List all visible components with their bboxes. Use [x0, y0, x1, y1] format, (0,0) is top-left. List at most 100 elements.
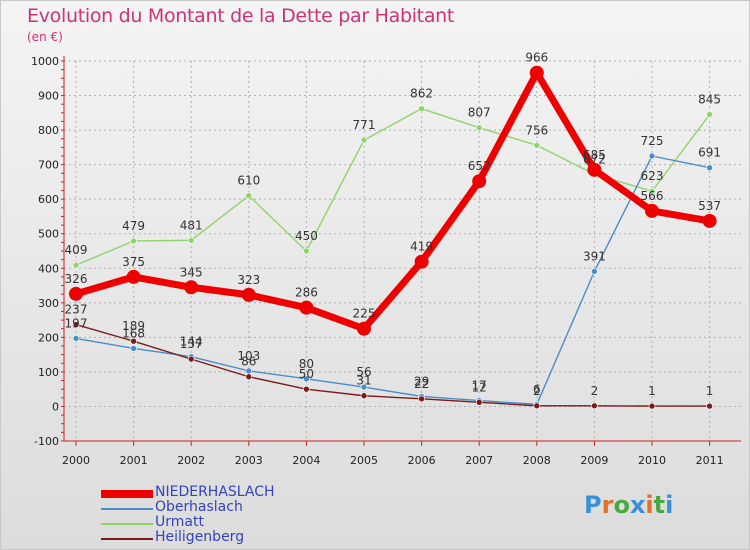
- x-tick-label: 2007: [465, 454, 493, 467]
- x-tick-label: 2006: [408, 454, 436, 467]
- data-label: 144: [180, 335, 203, 349]
- axes: -100 0 100 200 300 400 500 600 700 800 900 1000 2000…: [31, 55, 741, 467]
- y-tick-label: 0: [52, 400, 59, 413]
- logo-letter: P: [584, 491, 602, 519]
- data-labels: 3263753453232862254196529666855665371971…: [65, 51, 722, 398]
- series-line-niederhaslach: [75, 69, 711, 333]
- data-label: 237: [65, 303, 88, 317]
- data-label: 2: [533, 384, 541, 398]
- data-label: 1: [648, 384, 656, 398]
- data-point: [648, 152, 656, 160]
- legend-label: Urmatt: [155, 514, 204, 530]
- logo-letter: r: [601, 491, 614, 519]
- legend-label: Heiligenberg: [155, 529, 245, 545]
- series-lines: [69, 65, 717, 410]
- data-label: 323: [237, 273, 260, 287]
- y-tick-label: 800: [38, 124, 59, 137]
- data-point: [472, 174, 487, 189]
- data-point: [187, 355, 195, 363]
- data-label: 409: [65, 243, 88, 257]
- data-label: 771: [353, 118, 376, 132]
- grid-lines: [64, 60, 741, 442]
- x-tick-label: 2011: [696, 454, 724, 467]
- data-point: [648, 187, 656, 195]
- data-point: [414, 254, 429, 269]
- data-label: 189: [122, 319, 145, 333]
- y-tick-label: 400: [38, 262, 59, 275]
- y-tick-label: 600: [38, 193, 59, 206]
- data-label: 966: [525, 51, 548, 65]
- data-point: [702, 213, 717, 228]
- data-label: 56: [356, 365, 371, 379]
- data-label: 12: [472, 380, 487, 394]
- data-point: [303, 247, 310, 255]
- data-label: 225: [353, 307, 376, 321]
- data-label: 725: [641, 134, 664, 148]
- data-label: 50: [299, 367, 314, 381]
- data-point: [241, 287, 256, 302]
- data-point: [245, 192, 253, 200]
- data-point: [475, 399, 483, 406]
- proxiti-logo: Proxiti: [584, 491, 673, 519]
- logo-letter: x: [629, 491, 646, 519]
- y-tick-label: 1000: [31, 55, 59, 68]
- data-point: [533, 402, 541, 410]
- data-point: [69, 286, 83, 301]
- data-point: [645, 203, 659, 218]
- data-label: 168: [122, 326, 145, 340]
- series-line-heiligenberg: [75, 323, 710, 407]
- data-point: [126, 269, 141, 284]
- data-point: [418, 395, 425, 403]
- data-label: 29: [414, 374, 429, 388]
- data-label: 326: [65, 272, 88, 286]
- data-point: [418, 105, 425, 112]
- x-tick-label: 2003: [235, 454, 263, 467]
- data-point: [529, 65, 544, 80]
- data-point: [360, 383, 368, 391]
- data-point: [303, 375, 310, 383]
- data-point: [357, 321, 371, 336]
- data-label: 17: [472, 379, 487, 393]
- data-label: 6: [533, 382, 541, 396]
- series-line-oberhaslach: [75, 155, 710, 406]
- data-point: [360, 392, 368, 400]
- data-point: [299, 300, 314, 315]
- data-label: 103: [237, 349, 260, 363]
- data-label: 479: [122, 219, 145, 233]
- data-point: [130, 345, 137, 352]
- legend-swatch: [101, 490, 153, 498]
- y-tick-label: 200: [38, 331, 59, 344]
- data-point: [591, 402, 598, 410]
- data-point: [130, 337, 137, 345]
- data-point: [706, 164, 713, 172]
- data-label: 31: [356, 374, 371, 388]
- data-point: [187, 236, 195, 244]
- data-label: 419: [410, 240, 433, 254]
- data-point: [587, 162, 602, 177]
- data-label: 652: [468, 159, 491, 173]
- x-tick-label: 2001: [120, 454, 148, 467]
- data-point: [245, 367, 253, 375]
- data-label: 80: [299, 357, 314, 371]
- data-label: 375: [122, 255, 145, 269]
- data-point: [72, 335, 80, 342]
- data-label: 197: [65, 316, 88, 330]
- y-tick-label: 700: [38, 159, 59, 172]
- data-point: [706, 111, 713, 118]
- x-tick-label: 2008: [523, 454, 551, 467]
- data-point: [533, 141, 541, 149]
- data-label: 22: [414, 377, 429, 391]
- logo-letter: o: [613, 491, 630, 519]
- data-label: 610: [237, 174, 260, 188]
- data-point: [303, 385, 310, 393]
- x-tick-label: 2010: [638, 454, 666, 467]
- data-point: [184, 280, 199, 295]
- data-label: 807: [468, 106, 491, 120]
- y-tick-label: 500: [38, 228, 59, 241]
- data-label: 450: [295, 229, 318, 243]
- y-tick-label: 100: [38, 366, 59, 379]
- data-point: [245, 373, 253, 381]
- logo-letter: i: [665, 491, 674, 519]
